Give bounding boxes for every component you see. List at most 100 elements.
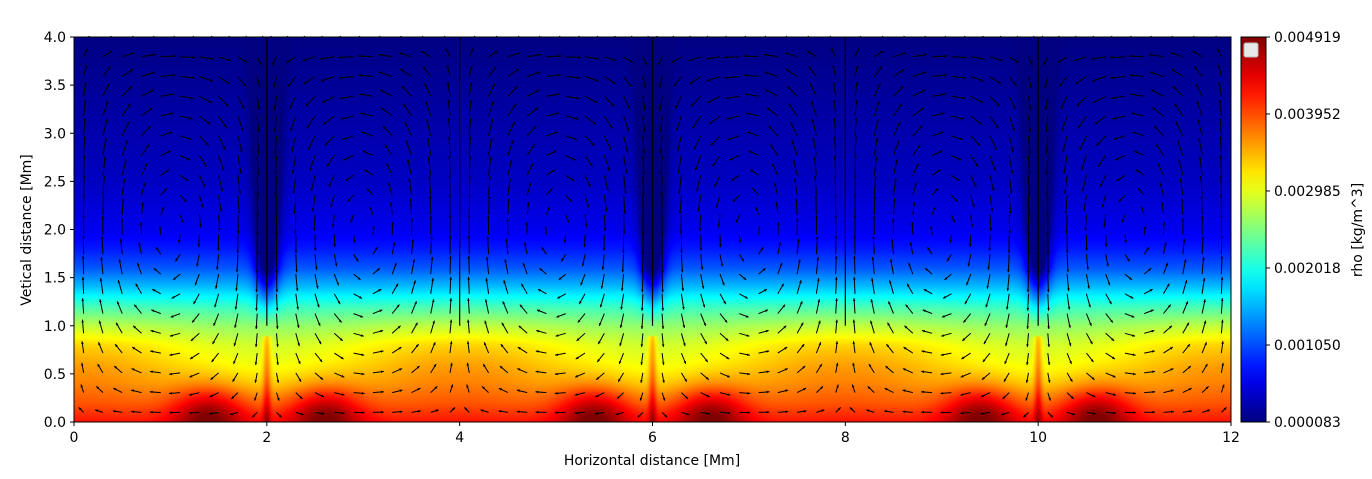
quiver-arrowhead: [389, 202, 393, 205]
quiver-arrowhead: [528, 182, 532, 186]
quiver-arrowhead: [256, 232, 259, 236]
quiver-arrowhead: [82, 214, 85, 218]
quiver-arrowhead: [876, 119, 879, 123]
quiver-arrowhead: [922, 309, 926, 313]
quiver-arrowhead: [1061, 128, 1065, 131]
quiver-arrowhead: [1069, 361, 1072, 364]
quiver-arrowhead: [1185, 301, 1188, 305]
quiver-arrowhead: [578, 56, 581, 59]
quiver-arrowhead: [180, 219, 184, 223]
quiver-arrowhead: [338, 319, 342, 323]
quiver-arrowhead: [599, 304, 603, 308]
quiver-arrowhead: [660, 212, 663, 216]
quiver-arrowhead: [341, 374, 345, 378]
quiver-arrowhead: [1074, 58, 1078, 62]
quiver-arrowhead: [204, 163, 207, 167]
quiver-arrowhead: [210, 57, 214, 60]
quiver-arrowhead: [484, 320, 487, 324]
quiver-arrowhead: [274, 150, 277, 154]
quiver-arrowhead: [980, 412, 984, 415]
quiver-arrowhead: [639, 397, 643, 401]
quiver-arrowhead: [1050, 414, 1053, 418]
quiver-arrowhead: [1046, 212, 1049, 216]
quiver-arrowhead: [536, 330, 540, 333]
quiver-arrowhead: [574, 393, 578, 396]
quiver-arrowhead: [317, 304, 320, 308]
quiver-arrowhead: [175, 258, 178, 262]
quiver-arrowhead: [706, 79, 710, 82]
quiver-arrowhead: [150, 330, 154, 333]
quiver-arrowhead: [1173, 86, 1176, 89]
quiver-arrowhead: [557, 93, 561, 96]
quiver-arrowhead: [803, 388, 807, 391]
quiver-arrowhead: [1129, 54, 1132, 58]
quiver-arrow: [488, 156, 492, 176]
quiver-arrowhead: [902, 410, 906, 414]
quiver-arrowhead: [1178, 159, 1181, 163]
quiver-arrowhead: [82, 194, 86, 197]
quiver-arrowhead: [688, 58, 692, 62]
quiver-arrowhead: [83, 117, 87, 121]
quiver-arrowhead: [1045, 129, 1048, 133]
quiver-arrowhead: [188, 137, 192, 140]
quiver-arrowhead: [81, 319, 84, 323]
quiver-arrowhead: [404, 121, 408, 125]
quiver-arrowhead: [1188, 388, 1192, 391]
quiver-arrowhead: [852, 362, 855, 366]
quiver-arrowhead: [173, 54, 176, 58]
x-tick-label: 4: [455, 430, 464, 446]
quiver-arrow: [468, 174, 471, 196]
quiver-arrow: [1008, 195, 1012, 215]
quiver-arrowhead: [1218, 99, 1222, 103]
quiver-arrowhead: [1143, 226, 1147, 230]
quiver-arrowhead: [399, 389, 403, 392]
quiver-arrowhead: [339, 96, 343, 100]
quiver-arrowhead: [678, 191, 681, 194]
quiver-arrowhead: [276, 380, 280, 383]
quiver-arrowhead: [446, 65, 450, 68]
quiver-arrowhead: [1109, 56, 1113, 59]
quiver-arrowhead: [97, 364, 101, 367]
quiver-arrowhead: [381, 390, 384, 394]
quiver-arrowhead: [743, 277, 747, 280]
quiver-arrowhead: [641, 251, 645, 255]
quiver-arrowhead: [447, 82, 450, 86]
quiver-arrowhead: [969, 244, 972, 247]
quiver-arrowhead: [1129, 74, 1133, 77]
quiver-arrowhead: [641, 270, 644, 274]
quiver-arrowhead: [299, 396, 303, 399]
quiver-arrow: [295, 254, 298, 273]
quiver-arrow: [642, 135, 645, 154]
quiver-arrowhead: [744, 93, 748, 96]
quiver-arrowhead: [1029, 85, 1032, 89]
quiver-arrowhead: [1064, 211, 1068, 215]
quiver-arrow: [623, 155, 628, 174]
quiver-arrow: [1064, 175, 1068, 194]
quiver-arrow: [603, 175, 609, 192]
quiver-arrow: [1219, 117, 1222, 136]
quiver-arrowhead: [758, 226, 761, 230]
quiver-arrowhead: [484, 342, 487, 346]
quiver-arrowhead: [853, 276, 856, 280]
quiver-arrowhead: [231, 396, 235, 399]
quiver-arrowhead: [518, 325, 522, 329]
quiver-arrowhead: [998, 81, 1002, 84]
quiver-arrowhead: [227, 58, 231, 62]
quiver-arrowhead: [257, 129, 260, 133]
quiver-arrowhead: [704, 341, 707, 345]
quiver-arrowhead: [738, 239, 742, 243]
quiver-arrowhead: [1060, 106, 1064, 109]
quiver-arrowhead: [102, 195, 105, 199]
quiver-arrowhead: [705, 377, 709, 380]
quiver-arrow: [121, 198, 124, 215]
x-axis-label: Horizontal distance [Mm]: [564, 453, 740, 469]
quiver-arrowhead: [1003, 378, 1007, 382]
quiver-arrowhead: [594, 100, 598, 103]
quiver-arrow: [295, 293, 299, 310]
quiver-arrow: [642, 115, 646, 133]
quiver-arrowhead: [190, 356, 193, 360]
quiver-arrowhead: [538, 289, 541, 292]
quiver-arrowhead: [553, 150, 557, 154]
quiver-arrowhead: [426, 119, 429, 123]
quiver-arrowhead: [1219, 136, 1222, 140]
